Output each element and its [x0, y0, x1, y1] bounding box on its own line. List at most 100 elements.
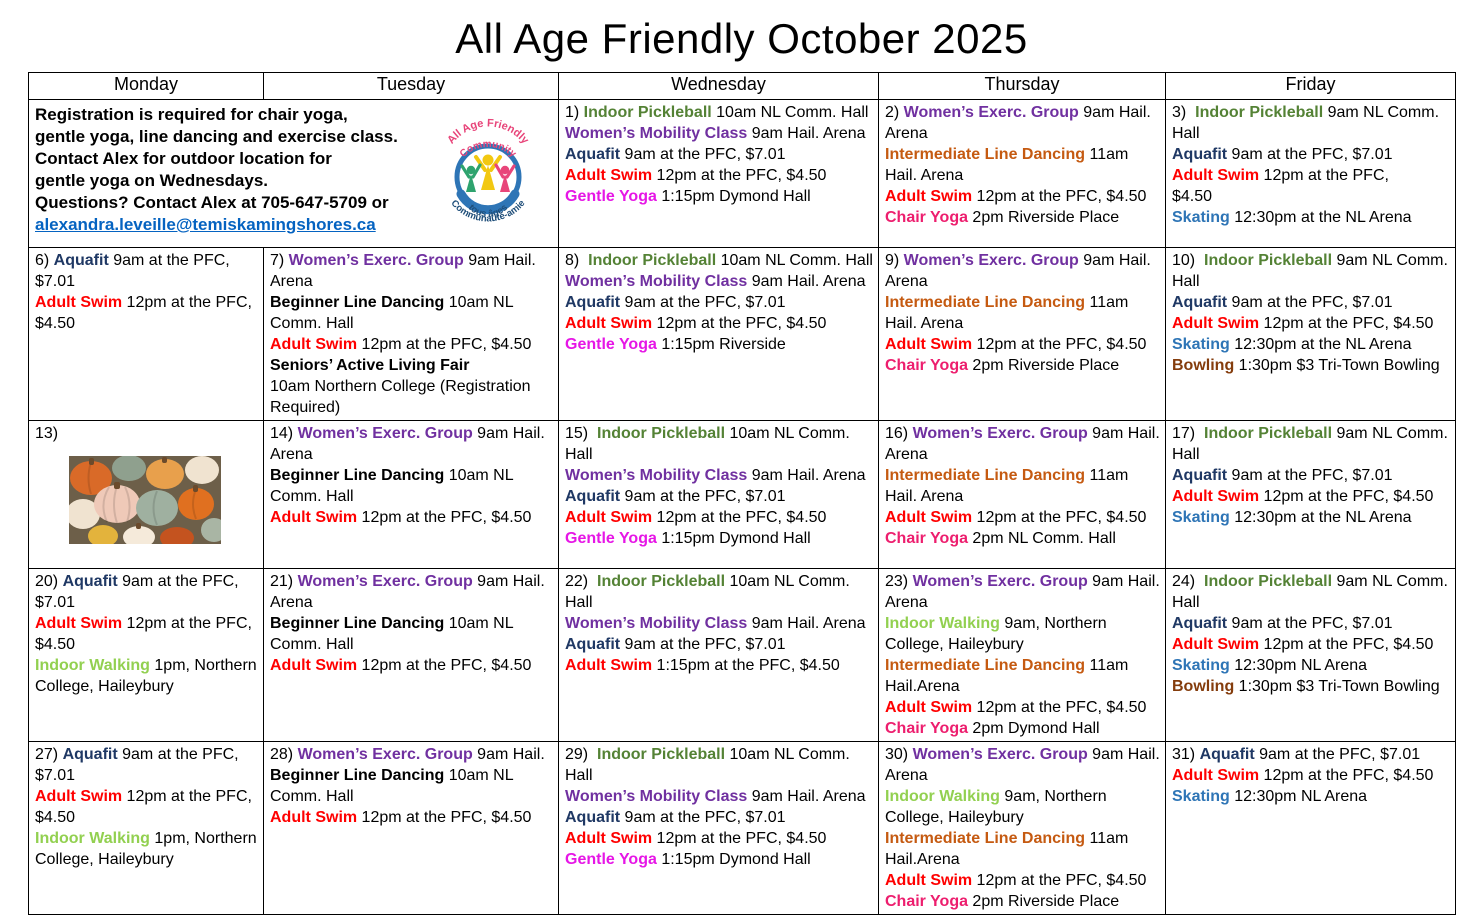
activity-beginner: Beginner Line Dancing — [270, 294, 445, 311]
event-text: 9am Hail. Arena — [885, 104, 1155, 142]
email-link[interactable]: alexandra.leveille@temiskamingshores.ca — [35, 215, 376, 234]
activity-pickleball: Indoor Pickleball — [588, 252, 717, 269]
event-text: 17) — [1172, 425, 1205, 442]
event-text: 9am at the PFC, $7.01 — [1227, 615, 1393, 632]
event-line: Gentle Yoga 1:15pm Dymond Hall — [565, 186, 873, 207]
activity-pickleball: Indoor Pickleball — [1195, 104, 1324, 121]
event-line: Chair Yoga 2pm Dymond Hall — [885, 718, 1160, 739]
event-text: 21) — [270, 573, 298, 590]
activity-seniors: Seniors’ Active Living Fair — [270, 357, 470, 374]
event-line: Bowling 1:30pm $3 Tri-Town Bowling — [1172, 676, 1450, 697]
event-line: Beginner Line Dancing 10am NL Comm. Hall — [270, 613, 553, 655]
activity-chair: Chair Yoga — [885, 357, 968, 374]
activity-swim: Adult Swim — [565, 167, 653, 184]
activity-interline: Intermediate Line Dancing — [885, 294, 1086, 311]
event-line: 17) Indoor Pickleball 9am NL Comm. Hall — [1172, 423, 1450, 465]
event-line: 22) Indoor Pickleball 10am NL Comm. Hall — [565, 571, 873, 613]
event-line: Skating 12:30pm at the NL Arena — [1172, 507, 1450, 528]
activity-exerc: Women’s Exerc. Group — [903, 252, 1079, 269]
activity-mobility: Women’s Mobility Class — [565, 273, 748, 290]
event-line: Contact Alex for outdoor location for — [35, 148, 398, 170]
event-text: 6) — [35, 252, 54, 269]
event-line: Women’s Mobility Class 9am Hail. Arena — [565, 786, 873, 807]
cell-oct-10: 10) Indoor Pickleball 9am NL Comm. Hall A… — [1165, 247, 1456, 421]
event-line: 7) Women’s Exerc. Group 9am Hail. Arena — [270, 250, 553, 292]
event-text: 12:30pm at the NL Arena — [1229, 509, 1412, 526]
event-text: 12pm at the PFC, $4.50 — [972, 872, 1147, 889]
event-text: 3) — [1172, 104, 1196, 121]
activity-chair: Chair Yoga — [885, 209, 968, 226]
event-line: Women’s Mobility Class 9am Hail. Arena — [565, 271, 873, 292]
event-text: 1:15pm Riverside — [656, 336, 786, 353]
activity-skating: Skating — [1172, 509, 1230, 526]
activity-chair: Chair Yoga — [885, 893, 968, 910]
calendar-week-row: 13) 14) Women’s Exerc. Group 9am Hail. A… — [28, 420, 1456, 569]
event-line: Skating 12:30pm NL Arena — [1172, 655, 1450, 676]
event-text: 12pm at the PFC, $4.50 — [357, 809, 532, 826]
event-text: $4.50 — [1172, 188, 1213, 205]
activity-gentle: Gentle Yoga — [565, 530, 657, 547]
cell-oct-2: 2) Women’s Exerc. Group 9am Hail. Arena I… — [878, 99, 1166, 248]
event-line: 20) Aquafit 9am at the PFC, $7.01 — [35, 571, 258, 613]
event-text: 1pm, Northern College, Haileybury — [35, 657, 262, 695]
event-line: Skating 12:30pm NL Arena — [1172, 786, 1450, 807]
event-text: 11am Hail. Arena — [885, 467, 1133, 505]
activity-skating: Skating — [1172, 336, 1230, 353]
event-line: Seniors’ Active Living Fair — [270, 355, 553, 376]
activity-beginner: Beginner Line Dancing — [270, 767, 445, 784]
activity-exerc: Women’s Exerc. Group — [297, 573, 473, 590]
event-line: Adult Swim 12pm at the PFC, $4.50 — [1172, 765, 1450, 786]
activity-aquafit: Aquafit — [565, 488, 621, 505]
event-text: 9am Hail. — [472, 746, 545, 763]
event-text: 10am NL Comm. Hall — [270, 467, 518, 505]
event-line: Adult Swim 1:15pm at the PFC, $4.50 — [565, 655, 873, 676]
event-line: Intermediate Line Dancing 11am Hail.Aren… — [885, 828, 1160, 870]
event-line: 31) Aquafit 9am at the PFC, $7.01 — [1172, 744, 1450, 765]
activity-swim: Adult Swim — [1172, 167, 1260, 184]
event-line: gentle yoga on Wednesdays. — [35, 170, 398, 192]
event-line: Adult Swim 12pm at the PFC, $4.50 — [270, 655, 553, 676]
event-line: 15) Indoor Pickleball 10am NL Comm. Hall — [565, 423, 873, 465]
event-text: 9am NL Comm. Hall — [1172, 573, 1453, 611]
pumpkins-photo — [69, 456, 221, 544]
event-text: 9am at the PFC, $7.01 — [35, 252, 235, 290]
event-line: Adult Swim 12pm at the PFC, $4.50 — [270, 507, 553, 528]
activity-aquafit: Aquafit — [565, 294, 621, 311]
event-line: Questions? Contact Alex at 705-647-5709 … — [35, 192, 398, 214]
activity-exerc: Women’s Exerc. Group — [297, 746, 473, 763]
event-line: Indoor Walking 9am, Northern College, Ha… — [885, 613, 1160, 655]
registration-note: Registration is required for chair yoga,… — [35, 102, 398, 236]
activity-chair: Chair Yoga — [885, 720, 968, 737]
event-line: Adult Swim 12pm at the PFC, $4.50 — [885, 334, 1160, 355]
logo-figure-pink — [494, 163, 516, 192]
cell-oct-27: 27) Aquafit 9am at the PFC, $7.01 Adult S… — [28, 741, 264, 915]
cell-oct-9: 9) Women’s Exerc. Group 9am Hail. Arena I… — [878, 247, 1166, 421]
event-line: Adult Swim 12pm at the PFC, $4.50 — [885, 507, 1160, 528]
activity-interline: Intermediate Line Dancing — [885, 657, 1086, 674]
activity-pickleball: Indoor Pickleball — [597, 425, 726, 442]
activity-aquafit: Aquafit — [53, 252, 109, 269]
activity-skating: Skating — [1172, 657, 1230, 674]
event-text: 23) — [885, 573, 913, 590]
activity-aquafit: Aquafit — [565, 809, 621, 826]
calendar-week-row: 20) Aquafit 9am at the PFC, $7.01 Adult S… — [28, 568, 1456, 742]
day-header-wednesday: Wednesday — [558, 72, 879, 100]
event-text: 2pm Riverside Place — [967, 893, 1120, 910]
event-text: 9am NL Comm. Hall — [1172, 252, 1453, 290]
cell-oct-31: 31) Aquafit 9am at the PFC, $7.01 Adult S… — [1165, 741, 1456, 915]
cell-oct-28: 28) Women’s Exerc. Group 9am Hail. Beginn… — [263, 741, 559, 915]
activity-walking: Indoor Walking — [885, 615, 1000, 632]
activity-swim: Adult Swim — [885, 509, 973, 526]
activity-exerc: Women’s Exerc. Group — [912, 425, 1088, 442]
event-text: 12pm at the PFC, $4.50 — [652, 509, 827, 526]
activity-aquafit: Aquafit — [1199, 746, 1255, 763]
event-line: Skating 12:30pm at the NL Arena — [1172, 334, 1450, 355]
event-text: 1:15pm at the PFC, $4.50 — [652, 657, 840, 674]
event-text: 12pm at the PFC, $4.50 — [1259, 767, 1434, 784]
cell-oct-8: 8) Indoor Pickleball 10am NL Comm. Hall W… — [558, 247, 879, 421]
activity-skating: Skating — [1172, 209, 1230, 226]
activity-exerc: Women’s Exerc. Group — [297, 425, 473, 442]
event-text: gentle yoga, line dancing and exercise c… — [35, 127, 398, 146]
event-line: Adult Swim 12pm at the PFC, $4.50 — [1172, 313, 1450, 334]
event-text: 12pm at the PFC, $4.50 — [652, 167, 827, 184]
